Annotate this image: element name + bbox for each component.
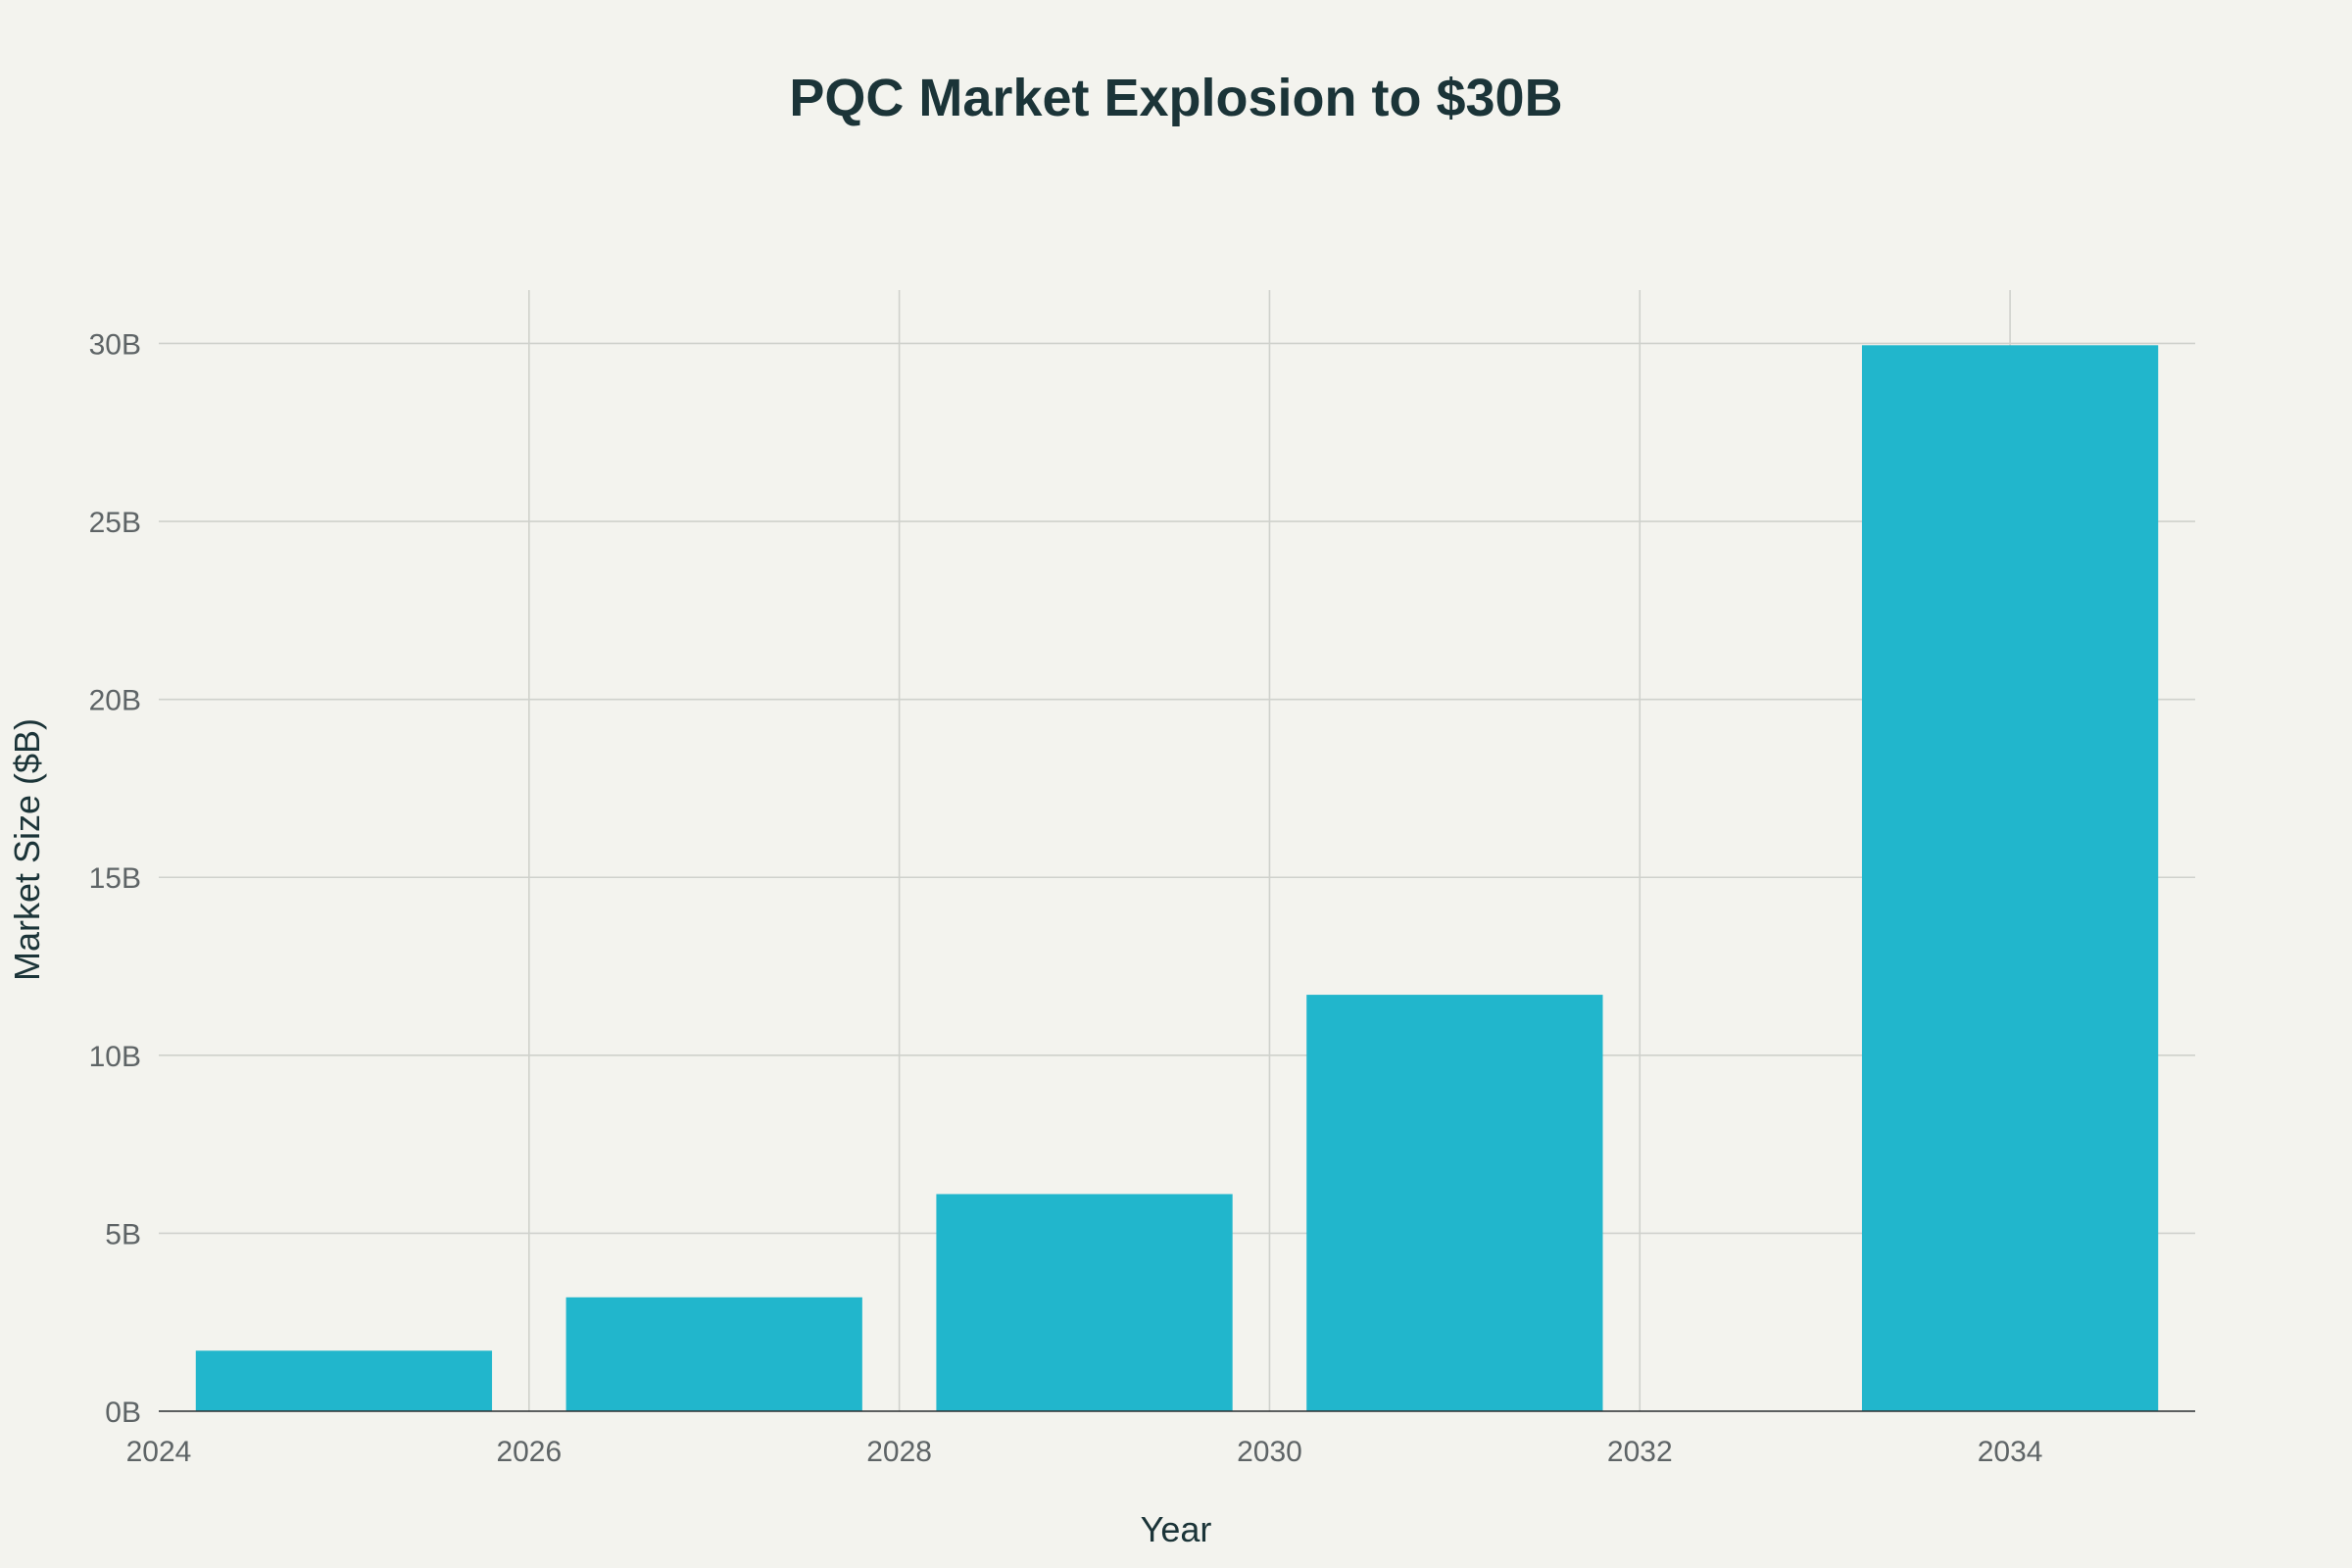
y-tick-label: 15B [89,862,141,895]
bars [195,345,2159,1412]
tick-labels: 0B 5B 10B 15B 20B 25B 30B 2024 2026 2028 2030 2032 2… [89,328,2043,1468]
y-axis-title: Market Size ($B) [7,718,47,981]
x-tick-label: 2028 [866,1436,932,1468]
bar [936,1194,1233,1411]
y-tick-label: 10B [89,1041,141,1073]
x-tick-label: 2030 [1237,1436,1302,1468]
x-axis-title: Year [1141,1509,1212,1549]
y-tick-label: 0B [105,1396,141,1429]
y-tick-label: 20B [89,685,141,717]
x-tick-label: 2034 [1978,1436,2043,1468]
y-tick-label: 25B [89,507,141,539]
bar [195,1350,493,1411]
bar [565,1297,862,1411]
y-tick-label: 30B [89,328,141,361]
x-tick-label: 2032 [1607,1436,1673,1468]
x-tick-label: 2026 [496,1436,562,1468]
chart-title: PQC Market Explosion to $30B [789,69,1562,127]
bar [1861,345,2159,1412]
bar [1306,995,1603,1411]
y-tick-label: 5B [105,1218,141,1250]
x-tick-label: 2024 [126,1436,192,1468]
